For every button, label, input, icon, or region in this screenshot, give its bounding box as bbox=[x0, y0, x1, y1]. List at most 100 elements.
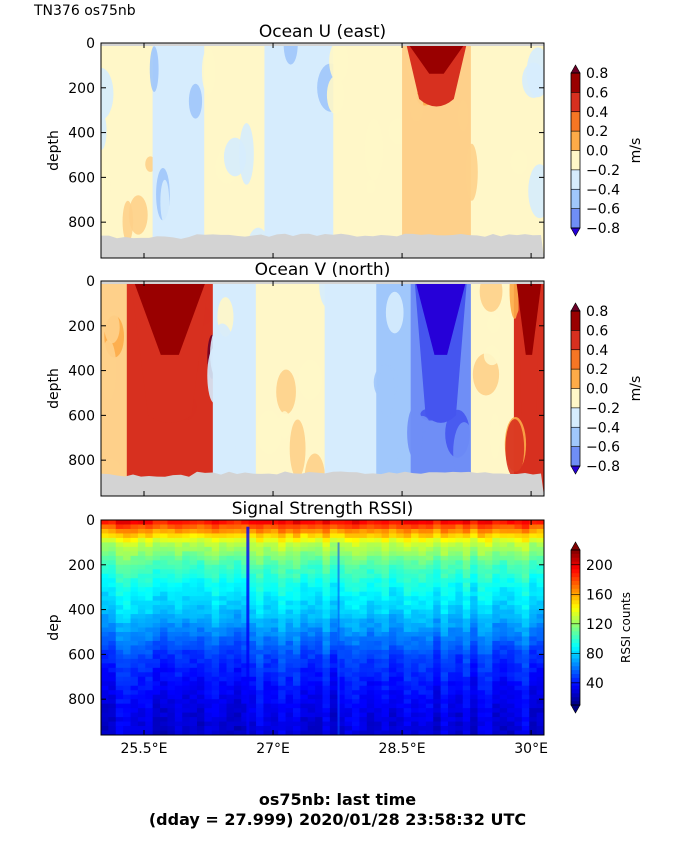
rssi-cell bbox=[440, 730, 449, 735]
rssi-cell bbox=[189, 631, 198, 638]
rssi-cell bbox=[521, 569, 530, 575]
rssi-cell bbox=[219, 524, 228, 530]
rssi-cell bbox=[396, 569, 405, 575]
rssi-cell bbox=[160, 672, 169, 678]
rssi-cell bbox=[248, 524, 257, 530]
rssi-cell bbox=[182, 690, 191, 696]
rssi-cell bbox=[204, 721, 213, 727]
rssi-cell bbox=[130, 667, 139, 673]
rssi-cell bbox=[403, 694, 412, 700]
rssi-cell bbox=[425, 717, 434, 723]
rssi-cell bbox=[219, 520, 228, 526]
rssi-cell bbox=[152, 537, 161, 543]
rssi-cell bbox=[145, 609, 154, 615]
colorbar-segment bbox=[571, 615, 580, 621]
rssi-cell bbox=[160, 614, 169, 620]
rssi-cell bbox=[315, 591, 324, 597]
rssi-cell bbox=[130, 636, 139, 642]
rssi-cell bbox=[366, 667, 375, 673]
rssi-cell bbox=[241, 645, 250, 651]
rssi-cell bbox=[145, 542, 154, 548]
rssi-cell bbox=[455, 690, 464, 696]
rssi-cell bbox=[196, 623, 205, 629]
rssi-cell bbox=[425, 640, 434, 647]
rssi-cell bbox=[278, 672, 287, 678]
rssi-cell bbox=[521, 546, 530, 552]
rssi-cell bbox=[219, 528, 228, 535]
rssi-cell bbox=[160, 676, 169, 682]
rssi-cell bbox=[514, 726, 523, 732]
rssi-cell bbox=[484, 730, 493, 735]
rssi-cell bbox=[292, 649, 301, 655]
rssi-cell bbox=[226, 537, 235, 543]
rssi-cell bbox=[470, 520, 479, 526]
rssi-cell bbox=[374, 699, 383, 705]
rssi-cell bbox=[492, 600, 501, 606]
rssi-cell bbox=[189, 645, 198, 651]
rssi-cell bbox=[418, 546, 427, 552]
rssi-cell bbox=[484, 663, 493, 669]
rssi-cell bbox=[470, 631, 479, 638]
rssi-cell bbox=[130, 573, 139, 579]
rssi-cell bbox=[278, 712, 287, 718]
rssi-cell bbox=[270, 533, 279, 539]
colorbar-extend-top bbox=[570, 541, 581, 551]
rssi-cell bbox=[130, 631, 139, 638]
x-tick-label: 30°E bbox=[514, 741, 548, 757]
rssi-cell bbox=[440, 726, 449, 732]
rssi-cell bbox=[337, 578, 346, 584]
rssi-cell bbox=[536, 694, 544, 700]
rssi-cell bbox=[115, 703, 124, 709]
colorbar-segment bbox=[571, 646, 580, 652]
rssi-cell bbox=[388, 596, 397, 602]
rssi-cell bbox=[211, 721, 220, 727]
rssi-cell bbox=[366, 551, 375, 557]
rssi-cell bbox=[536, 551, 544, 557]
rssi-cell bbox=[499, 569, 508, 575]
rssi-cell bbox=[462, 676, 471, 682]
rssi-cell bbox=[152, 569, 161, 575]
rssi-cell bbox=[315, 631, 324, 638]
rssi-cell bbox=[300, 708, 309, 714]
rssi-cell bbox=[226, 618, 235, 624]
rssi-cell bbox=[292, 654, 301, 660]
rssi-cell bbox=[233, 708, 242, 714]
rssi-cell bbox=[396, 542, 405, 548]
rssi-cell bbox=[182, 564, 191, 570]
rssi-cell bbox=[226, 721, 235, 727]
rssi-cell bbox=[352, 712, 361, 718]
rssi-cell bbox=[145, 564, 154, 570]
rssi-cell bbox=[514, 649, 523, 655]
rssi-cell bbox=[130, 609, 139, 615]
rssi-cell bbox=[374, 528, 383, 535]
rssi-cell bbox=[167, 636, 176, 642]
rssi-cell bbox=[108, 627, 117, 633]
rssi-cell bbox=[285, 631, 294, 638]
rssi-cell bbox=[418, 645, 427, 651]
rssi-cell bbox=[381, 726, 390, 732]
rssi-cell bbox=[536, 564, 544, 570]
rssi-cell bbox=[507, 569, 516, 575]
colorbar-extend-bottom bbox=[570, 704, 581, 714]
rssi-cell bbox=[411, 587, 420, 593]
rssi-cell bbox=[396, 717, 405, 723]
rssi-cell bbox=[292, 533, 301, 539]
rssi-cell bbox=[388, 587, 397, 593]
rssi-cell bbox=[152, 591, 161, 597]
rssi-cell bbox=[329, 640, 338, 647]
rssi-cell bbox=[470, 618, 479, 624]
rssi-cell bbox=[233, 596, 242, 602]
rssi-cell bbox=[123, 600, 132, 606]
rssi-cell bbox=[101, 596, 109, 602]
rssi-cell bbox=[507, 645, 516, 651]
rssi-cell bbox=[366, 627, 375, 633]
rssi-cell bbox=[123, 542, 132, 548]
rssi-cell bbox=[455, 694, 464, 700]
rssi-cell bbox=[123, 618, 132, 624]
rssi-cell bbox=[514, 524, 523, 530]
rssi-cell bbox=[462, 578, 471, 584]
rssi-cell bbox=[270, 569, 279, 575]
rssi-cell bbox=[374, 623, 383, 629]
colorbar-segment bbox=[571, 577, 580, 582]
rssi-cell bbox=[359, 726, 368, 732]
